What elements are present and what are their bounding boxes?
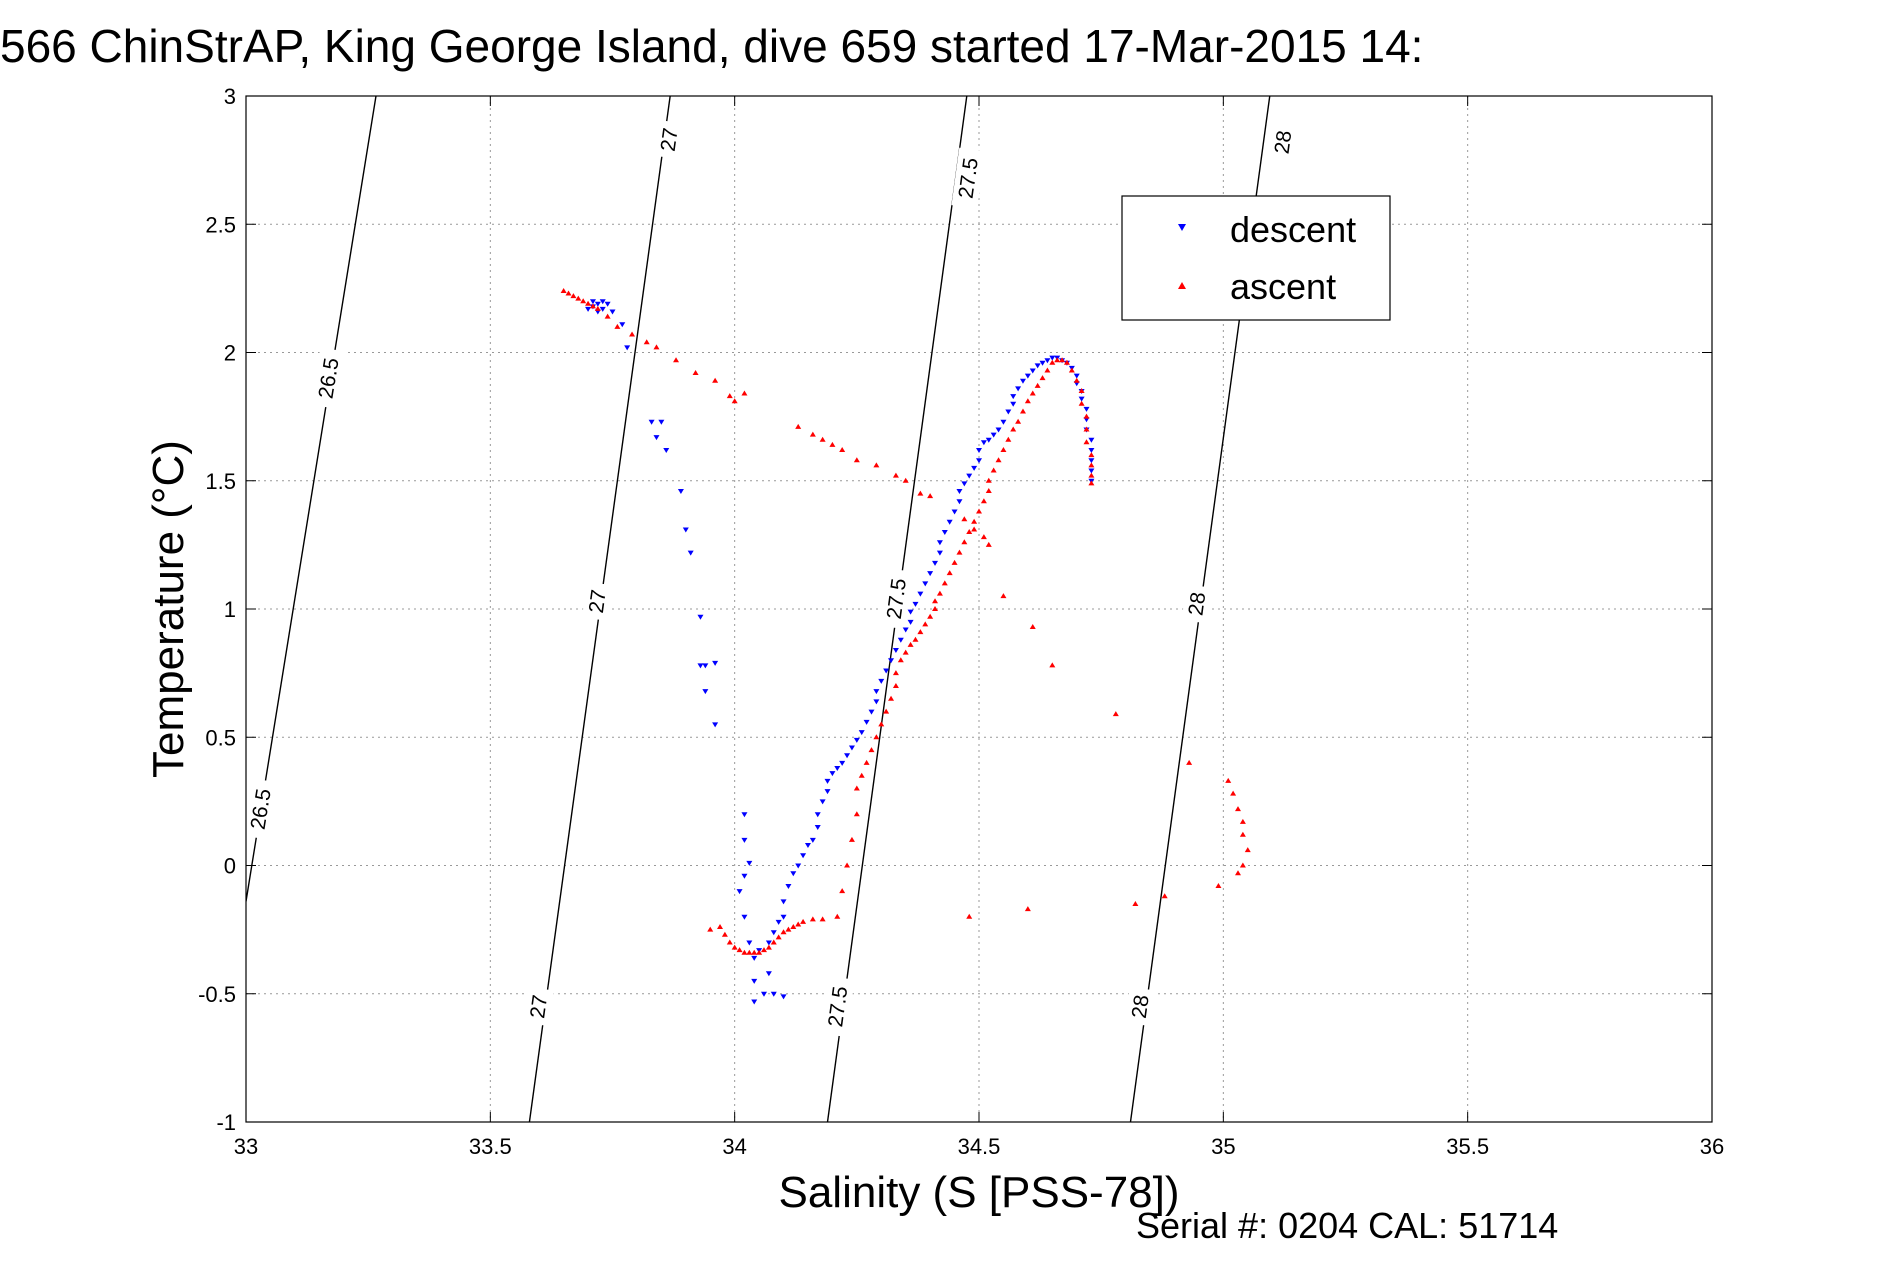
isopycnal-label: 27	[582, 582, 613, 621]
x-tick-label: 34.5	[958, 1134, 1001, 1159]
x-tick-label: 35	[1211, 1134, 1235, 1159]
y-tick-label: 1	[224, 597, 236, 622]
x-tick-label: 33	[234, 1134, 258, 1159]
isopycnal-label: 27	[654, 120, 685, 159]
y-axis-label: Temperature (°C)	[144, 440, 193, 778]
isopycnal-label: 27	[523, 987, 554, 1026]
svg-text:27: 27	[585, 588, 611, 614]
chart-title: 566 ChinStrAP, King George Island, dive …	[0, 20, 1423, 72]
y-tick-label: 0	[224, 854, 236, 879]
isopycnal-label: 28	[1125, 987, 1156, 1026]
legend: descent ascent	[1122, 196, 1390, 320]
serial-cal-footer: Serial #: 0204 CAL: 51714	[1136, 1205, 1558, 1246]
y-tick-label: 2.5	[205, 212, 236, 237]
isopycnal-label: 28	[1182, 584, 1213, 623]
y-tick-label: 1.5	[205, 469, 236, 494]
svg-text:28: 28	[1270, 129, 1296, 155]
ts-diagram: 566 ChinStrAP, King George Island, dive …	[0, 0, 1891, 1262]
y-tick-label: 2	[224, 341, 236, 366]
y-tick-label: 3	[224, 84, 236, 109]
svg-text:28: 28	[1184, 591, 1210, 617]
isopycnal-label: 28	[1268, 123, 1299, 162]
legend-ascent-label: ascent	[1230, 266, 1336, 307]
svg-text:27: 27	[526, 994, 552, 1020]
y-tick-label: -0.5	[198, 982, 236, 1007]
y-tick-label: -1	[216, 1110, 236, 1135]
legend-descent-label: descent	[1230, 209, 1356, 250]
x-tick-label: 35.5	[1446, 1134, 1489, 1159]
x-axis-label: Salinity (S [PSS-78])	[778, 1168, 1179, 1217]
svg-text:28: 28	[1128, 994, 1154, 1020]
x-tick-label: 34	[722, 1134, 746, 1159]
x-tick-label: 33.5	[469, 1134, 512, 1159]
x-tick-label: 36	[1700, 1134, 1724, 1159]
svg-text:27: 27	[657, 127, 683, 153]
y-tick-label: 0.5	[205, 725, 236, 750]
